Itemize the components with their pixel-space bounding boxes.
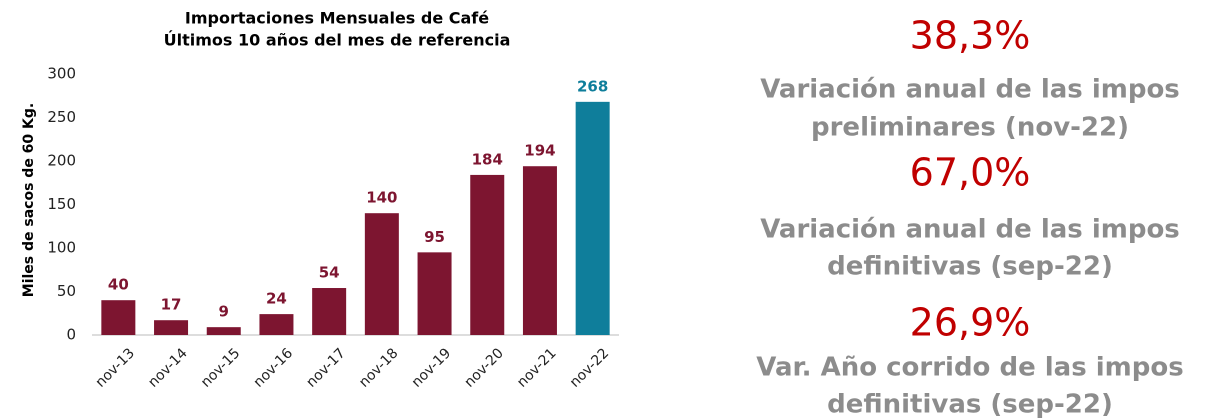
indicator-description: definitivas (sep-22) [827,390,1113,418]
y-tick-label: 150 [47,195,76,213]
bar [101,300,136,335]
bar [154,320,189,335]
x-tick-label: nov-18 [356,345,401,390]
data-label: 140 [366,189,397,207]
data-label: 40 [108,276,129,294]
indicator-value: 26,9% [910,301,1031,345]
data-label: 184 [472,150,503,168]
x-tick-label: nov-14 [145,345,190,390]
x-tick-label: nov-17 [303,345,348,390]
x-tick-label: nov-20 [461,345,506,390]
x-tick-label: nov-22 [567,345,612,390]
y-axis-label: Miles de sacos de 60 Kg. [21,103,37,297]
x-tick-label: nov-13 [93,345,138,390]
y-tick-label: 50 [57,282,76,300]
data-label: 54 [319,264,340,282]
bar [259,314,294,335]
data-label: 17 [161,296,182,314]
data-label: 9 [219,303,229,321]
x-tick-label: nov-16 [251,345,296,390]
indicator-value: 67,0% [910,151,1031,195]
bar [206,327,241,335]
y-tick-label: 200 [47,152,76,170]
bar [575,101,610,335]
data-label: 194 [524,142,555,160]
chart-title: Importaciones Mensuales de Café [185,9,489,28]
indicator-value: 38,3% [910,14,1031,58]
indicator-description: preliminares (nov-22) [811,113,1129,143]
data-label: 268 [577,77,608,95]
indicator-description: Var. Año corrido de las impos [756,353,1183,383]
bar [312,288,347,335]
bar [364,213,399,335]
indicator-description: definitivas (sep-22) [827,252,1113,282]
x-tick-label: nov-19 [409,345,454,390]
y-tick-label: 300 [47,65,76,83]
y-tick-label: 250 [47,108,76,126]
indicator-description: Variación anual de las impos [760,215,1180,245]
bar [417,252,452,335]
y-tick-label: 0 [66,326,76,344]
data-label: 24 [266,290,287,308]
bar [470,174,505,335]
bar [522,166,557,335]
y-tick-label: 100 [47,239,76,257]
chart-title: Últimos 10 años del mes de referencia [164,31,511,50]
indicator-description: Variación anual de las impos [760,75,1180,105]
x-tick-label: nov-15 [198,345,243,390]
data-label: 95 [424,228,445,246]
x-tick-label: nov-21 [514,345,559,390]
